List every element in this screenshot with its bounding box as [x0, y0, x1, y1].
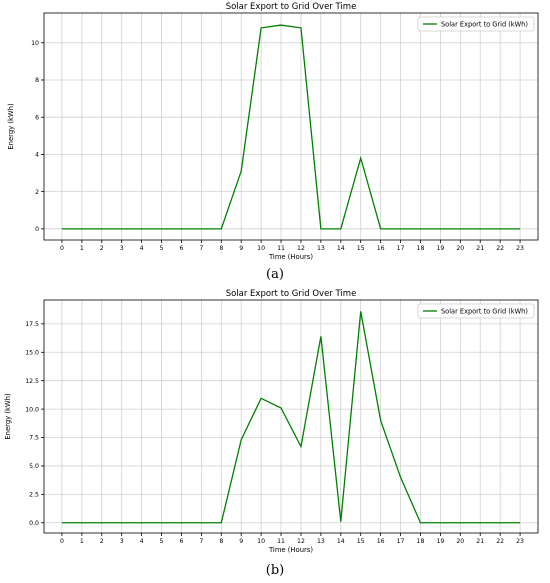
- chart1-x-tick-label: 2: [100, 538, 104, 545]
- chart0-y-tick-label: 10: [31, 40, 39, 47]
- chart1-x-tick-label: 14: [337, 538, 345, 545]
- chart1-group: 0 1 2 3 4 5 6 7 8 9 10 11 12 13 14 15 16 17 18 19 20 21 22 230.…: [4, 289, 539, 578]
- chart0-x-tick-label: 16: [377, 245, 385, 252]
- chart1-x-tick-label: 21: [476, 538, 484, 545]
- chart1-y-tick-label: 5.0: [29, 463, 39, 470]
- chart1-x-axis-label: Time (Hours): [268, 546, 313, 554]
- chart1-x-tick-label: 16: [377, 538, 385, 545]
- chart0-x-tick-label: 13: [317, 245, 325, 252]
- chart1-axes-frame: [43, 299, 539, 534]
- chart1-y-tick-label: 7.5: [29, 435, 39, 442]
- chart0-x-tick-label: 20: [456, 245, 464, 252]
- chart1-x-tick-label: 8: [219, 538, 223, 545]
- chart1-title: Solar Export to Grid Over Time: [226, 289, 357, 299]
- chart1-y-tick-label: 2.5: [29, 492, 39, 499]
- chart0-x-tick-label: 11: [277, 245, 285, 252]
- chart0-x-tick-label: 18: [417, 245, 425, 252]
- chart1-x-tick-label: 10: [257, 538, 265, 545]
- chart0-group: 0 1 2 3 4 5 6 7 8 9 10 11 12 13 14 15 16 17 18 19 20 21 22 2302…: [7, 2, 539, 282]
- chart0-x-tick-label: 4: [140, 245, 144, 252]
- chart0-axes-frame: [43, 12, 539, 241]
- chart0-x-tick-label: 8: [219, 245, 223, 252]
- chart1-x-tick-label: 18: [417, 538, 425, 545]
- chart0-x-tick-label: 6: [179, 245, 183, 252]
- chart0-x-tick-label: 17: [397, 245, 405, 252]
- chart1-x-tick-label: 4: [140, 538, 144, 545]
- chart1-legend-box: [417, 303, 535, 319]
- chart1-x-tick-label: 1: [80, 538, 84, 545]
- chart0-y-tick-label: 8: [35, 77, 39, 84]
- chart1-y-tick-label: 12.5: [25, 378, 39, 385]
- chart1-panel-label: (b): [266, 563, 284, 578]
- chart0-x-tick-label: 5: [160, 245, 164, 252]
- chart1-x-tick-label: 19: [436, 538, 444, 545]
- chart1-x-tick-label: 20: [456, 538, 464, 545]
- chart1-x-tick-label: 3: [120, 538, 124, 545]
- chart0-x-tick-label: 1: [80, 245, 84, 252]
- chart0-legend: Solar Export to Grid (kWh): [417, 16, 535, 32]
- chart1-y-axis-label: Energy (kWh): [4, 393, 12, 440]
- chart1-x-tick-label: 23: [516, 538, 524, 545]
- chart0-x-tick-label: 22: [496, 245, 504, 252]
- chart0-y-tick-label: 2: [35, 189, 39, 196]
- chart0-x-tick-label: 21: [476, 245, 484, 252]
- chart1-x-tick-label: 9: [239, 538, 243, 545]
- chart1-x-tick-label: 15: [357, 538, 365, 545]
- chart0-legend-box: [417, 16, 535, 32]
- chart0-x-tick-label: 10: [257, 245, 265, 252]
- chart0-x-tick-label: 12: [297, 245, 305, 252]
- chart1-legend-entry: Solar Export to Grid (kWh): [441, 307, 528, 315]
- chart0-x-tick-label: 3: [120, 245, 124, 252]
- chart0-title: Solar Export to Grid Over Time: [226, 2, 357, 12]
- chart1-x-tick-label: 7: [199, 538, 203, 545]
- chart1-y-tick-label: 15.0: [25, 349, 39, 356]
- chart0-y-tick-label: 4: [35, 152, 39, 159]
- chart0-x-tick-label: 14: [337, 245, 345, 252]
- chart0-x-tick-label: 2: [100, 245, 104, 252]
- chart0-y-tick-label: 0: [35, 226, 39, 233]
- chart1-y-tick-label: 10.0: [25, 406, 39, 413]
- chart1-x-tick-label: 6: [179, 538, 183, 545]
- chart1-x-tick-label: 5: [160, 538, 164, 545]
- chart1-x-tick-label: 22: [496, 538, 504, 545]
- chart0-x-axis-label: Time (Hours): [268, 253, 313, 261]
- chart1-x-tick-label: 13: [317, 538, 325, 545]
- chart1-x-tick-label: 12: [297, 538, 305, 545]
- chart1-legend: Solar Export to Grid (kWh): [417, 303, 535, 319]
- chart0-x-tick-label: 15: [357, 245, 365, 252]
- chart1-x-tick-label: 11: [277, 538, 285, 545]
- chart0-panel-label: (a): [266, 267, 284, 282]
- chart1-x-tick-label: 17: [397, 538, 405, 545]
- chart1-x-tick-label: 0: [60, 538, 64, 545]
- chart0-y-axis-label: Energy (kWh): [7, 103, 15, 150]
- chart0-legend-entry: Solar Export to Grid (kWh): [441, 20, 528, 28]
- chart1-y-tick-label: 0.0: [29, 520, 39, 527]
- chart1-series-line: [61, 311, 521, 524]
- chart1-y-tick-label: 17.5: [25, 321, 39, 328]
- chart0-series-line: [61, 24, 521, 230]
- chart0-x-tick-label: 0: [60, 245, 64, 252]
- chart0-x-tick-label: 7: [199, 245, 203, 252]
- chart0-y-tick-label: 6: [35, 114, 39, 121]
- chart0-x-tick-label: 19: [436, 245, 444, 252]
- chart0-x-tick-label: 23: [516, 245, 524, 252]
- chart0-x-tick-label: 9: [239, 245, 243, 252]
